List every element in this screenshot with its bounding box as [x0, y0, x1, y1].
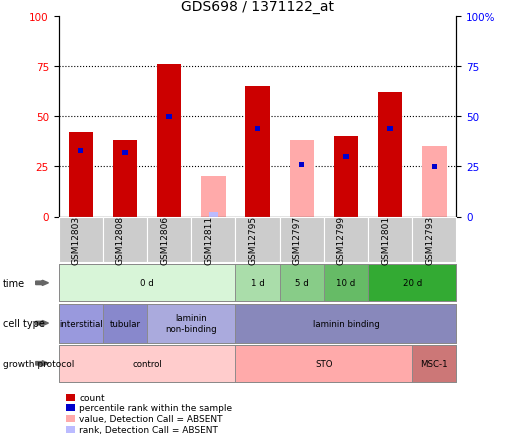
- Text: GSM12806: GSM12806: [160, 215, 169, 264]
- Title: GDS698 / 1371122_at: GDS698 / 1371122_at: [181, 0, 333, 13]
- Bar: [245, 87, 269, 217]
- Text: GSM12797: GSM12797: [292, 215, 301, 264]
- Text: 1 d: 1 d: [250, 279, 264, 288]
- Text: GSM12811: GSM12811: [204, 215, 213, 264]
- Text: GSM12803: GSM12803: [72, 215, 80, 264]
- Text: 5 d: 5 d: [294, 279, 308, 288]
- Text: laminin binding: laminin binding: [312, 319, 379, 328]
- Bar: [157, 65, 181, 217]
- Text: count: count: [79, 393, 104, 401]
- Bar: [69, 133, 93, 217]
- Text: percentile rank within the sample: percentile rank within the sample: [79, 404, 232, 412]
- Bar: [343, 155, 348, 160]
- Bar: [333, 137, 357, 217]
- Bar: [166, 115, 172, 120]
- Text: 0 d: 0 d: [140, 279, 154, 288]
- Text: 10 d: 10 d: [335, 279, 355, 288]
- Bar: [377, 93, 402, 217]
- Text: STO: STO: [315, 359, 332, 368]
- Text: MSC-1: MSC-1: [420, 359, 447, 368]
- Bar: [298, 163, 304, 168]
- Text: GSM12799: GSM12799: [336, 215, 345, 264]
- Bar: [254, 127, 260, 132]
- Bar: [431, 164, 436, 170]
- Text: control: control: [132, 359, 162, 368]
- Bar: [209, 213, 217, 217]
- Text: GSM12808: GSM12808: [116, 215, 125, 264]
- Bar: [78, 148, 83, 154]
- Text: cell type: cell type: [3, 319, 44, 328]
- Text: GSM12801: GSM12801: [380, 215, 389, 264]
- Text: tubular: tubular: [109, 319, 140, 328]
- Text: laminin
non-binding: laminin non-binding: [165, 314, 217, 333]
- Text: time: time: [3, 278, 24, 288]
- Text: interstitial: interstitial: [59, 319, 102, 328]
- Text: growth protocol: growth protocol: [3, 359, 74, 368]
- Text: 20 d: 20 d: [402, 279, 421, 288]
- Bar: [201, 177, 225, 217]
- Bar: [421, 147, 446, 217]
- Bar: [289, 141, 314, 217]
- Text: GSM12795: GSM12795: [248, 215, 257, 264]
- Bar: [112, 141, 137, 217]
- Text: GSM12793: GSM12793: [425, 215, 434, 264]
- Text: value, Detection Call = ABSENT: value, Detection Call = ABSENT: [79, 414, 222, 423]
- Text: rank, Detection Call = ABSENT: rank, Detection Call = ABSENT: [79, 425, 217, 434]
- Bar: [387, 127, 392, 132]
- Bar: [122, 151, 127, 156]
